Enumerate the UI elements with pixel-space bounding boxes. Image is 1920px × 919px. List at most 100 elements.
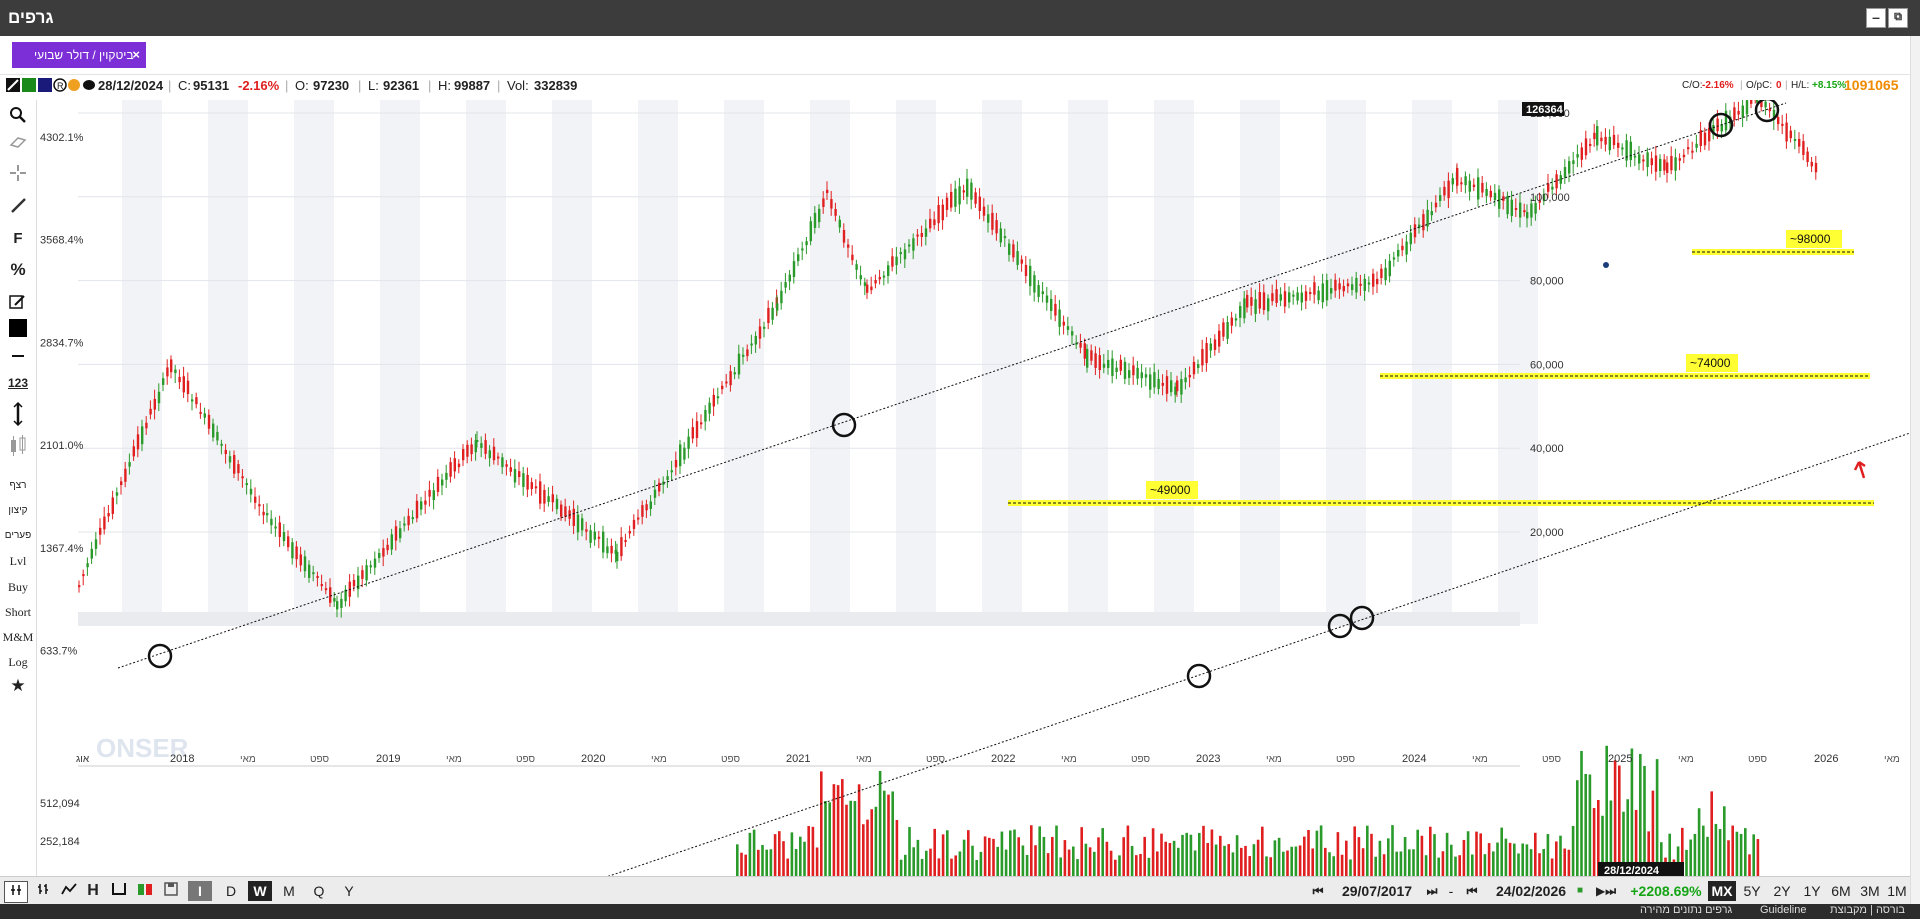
candle-body — [610, 545, 613, 554]
start-jump-forward-icon[interactable]: ⏭ — [1426, 884, 1438, 898]
candle-body — [1650, 158, 1653, 166]
end-jump-forward-icon[interactable]: ▶⏭ — [1595, 884, 1617, 898]
candle-body — [700, 422, 703, 425]
area-chart-icon[interactable] — [108, 881, 130, 901]
start-jump-back-icon[interactable]: ⏮ — [1312, 884, 1324, 898]
candle-body — [1359, 283, 1362, 286]
trendline-icon[interactable] — [0, 196, 36, 217]
candle-body — [581, 518, 584, 531]
month-band — [1412, 100, 1452, 624]
volume-bar — [1731, 825, 1734, 880]
candlestick-icon[interactable] — [0, 434, 36, 461]
month-band — [982, 100, 1022, 624]
volume-bar — [1139, 853, 1142, 880]
hlc-bar-icon[interactable]: H — [87, 882, 99, 899]
extreme-tool[interactable]: קיצון — [8, 505, 28, 516]
candle-body — [78, 585, 81, 588]
chart-tool-icons[interactable]: R — [6, 77, 96, 96]
tab-bitcoin-weekly[interactable]: ביטקוין / דולר שבועי × — [12, 42, 146, 68]
window-scrollbar[interactable] — [1910, 36, 1920, 904]
candle-body — [924, 228, 928, 237]
range-3m[interactable]: 3M — [1860, 883, 1880, 899]
right-axis-label: 20,000 — [1530, 527, 1564, 539]
candle-body — [220, 443, 223, 446]
percent-tool[interactable]: % — [10, 260, 26, 279]
pencil-icon[interactable] — [0, 294, 36, 313]
line-chart-icon[interactable] — [58, 881, 80, 901]
candle-body — [641, 505, 644, 517]
tab-close-icon[interactable]: × — [132, 47, 140, 62]
volume-bar — [740, 852, 743, 880]
line-width-icon[interactable] — [0, 346, 36, 369]
range-2y[interactable]: 2Y — [1773, 883, 1791, 899]
candle-body — [1621, 147, 1624, 150]
sequence-tool[interactable]: רצף — [9, 480, 27, 491]
numbers-tool[interactable]: 123 — [7, 376, 29, 390]
volume-bar — [958, 851, 962, 880]
log-scale-toggle[interactable]: Log — [8, 655, 28, 669]
favorite-star-icon[interactable]: ★ — [10, 676, 26, 695]
interval-weekly[interactable]: W — [248, 881, 272, 901]
start-date[interactable]: 29/07/2017 — [1341, 883, 1413, 899]
short-tool[interactable]: Short — [4, 605, 31, 619]
fibonacci-tool[interactable]: F — [13, 230, 23, 247]
volume-bar — [1303, 836, 1306, 880]
range-5y[interactable]: 5Y — [1743, 883, 1761, 899]
restore-button[interactable]: ⧉ — [1888, 8, 1908, 28]
candle-body — [1111, 358, 1114, 377]
cursor-mode-icon[interactable] — [4, 881, 28, 903]
price-chart[interactable]: ONSER 28/12/2024 4302.1% 3568.4% 2834.7% 21… — [36, 81, 1911, 889]
high-label: H: — [438, 78, 451, 93]
volume-bar — [1340, 854, 1344, 880]
crosshair-icon[interactable] — [0, 164, 36, 185]
buy-tool[interactable]: Buy — [7, 580, 28, 594]
candle-body — [203, 413, 206, 418]
color-picker-icon[interactable] — [0, 318, 36, 341]
minimize-button[interactable]: – — [1866, 8, 1886, 28]
month-band — [552, 100, 592, 624]
eraser-icon[interactable] — [0, 136, 36, 151]
range-1y[interactable]: 1Y — [1803, 883, 1821, 899]
month-band — [810, 100, 850, 624]
volume-bar — [1420, 835, 1424, 880]
candle-body — [1451, 178, 1454, 185]
interval-intraday[interactable]: I — [188, 881, 212, 901]
volume-bar — [1282, 851, 1285, 880]
range-6m[interactable]: 6M — [1831, 883, 1851, 899]
candle-body — [572, 508, 575, 526]
save-icon[interactable] — [160, 881, 182, 901]
lock-icon[interactable]: ■ — [1576, 885, 1584, 896]
interval-daily[interactable]: D — [225, 883, 237, 899]
bar-type-icon[interactable] — [32, 881, 54, 901]
range-1m[interactable]: 1M — [1887, 883, 1907, 899]
volume-bar — [1752, 834, 1755, 880]
candle-body — [1720, 124, 1723, 132]
range-max[interactable]: MX — [1708, 881, 1736, 901]
vertical-measure-icon[interactable] — [0, 401, 36, 429]
interval-monthly[interactable]: M — [283, 883, 295, 899]
chart-svg: ONSER 28/12/2024 4302.1% 3568.4% 2834.7% 21… — [40, 81, 1911, 889]
interval-yearly[interactable]: Y — [344, 883, 354, 899]
volume-bar — [1500, 827, 1503, 880]
volume-bar — [1315, 830, 1319, 880]
mm-tool[interactable]: M&M — [2, 630, 34, 644]
search-icon[interactable] — [0, 106, 36, 127]
candle-body — [1275, 289, 1278, 303]
volume-bar — [1555, 841, 1558, 880]
candle-colors-icon[interactable] — [134, 881, 156, 901]
candle-body — [1094, 353, 1097, 368]
candle-body — [394, 526, 398, 541]
interval-quarterly[interactable]: Q — [313, 883, 325, 899]
candle-body — [316, 576, 319, 579]
end-date[interactable]: 24/02/2026 — [1495, 883, 1567, 899]
volume-bar — [1311, 848, 1314, 880]
candle-body — [1024, 264, 1028, 276]
volume-bar — [1357, 837, 1361, 880]
candle-body — [186, 380, 190, 394]
end-jump-back-icon[interactable]: ⏮ — [1466, 884, 1478, 898]
candle-body — [1367, 282, 1371, 285]
candle-body — [513, 469, 517, 483]
level-tool[interactable]: Lvl — [9, 554, 27, 568]
gaps-tool[interactable]: פערים — [4, 530, 32, 541]
candle-body — [645, 504, 648, 511]
